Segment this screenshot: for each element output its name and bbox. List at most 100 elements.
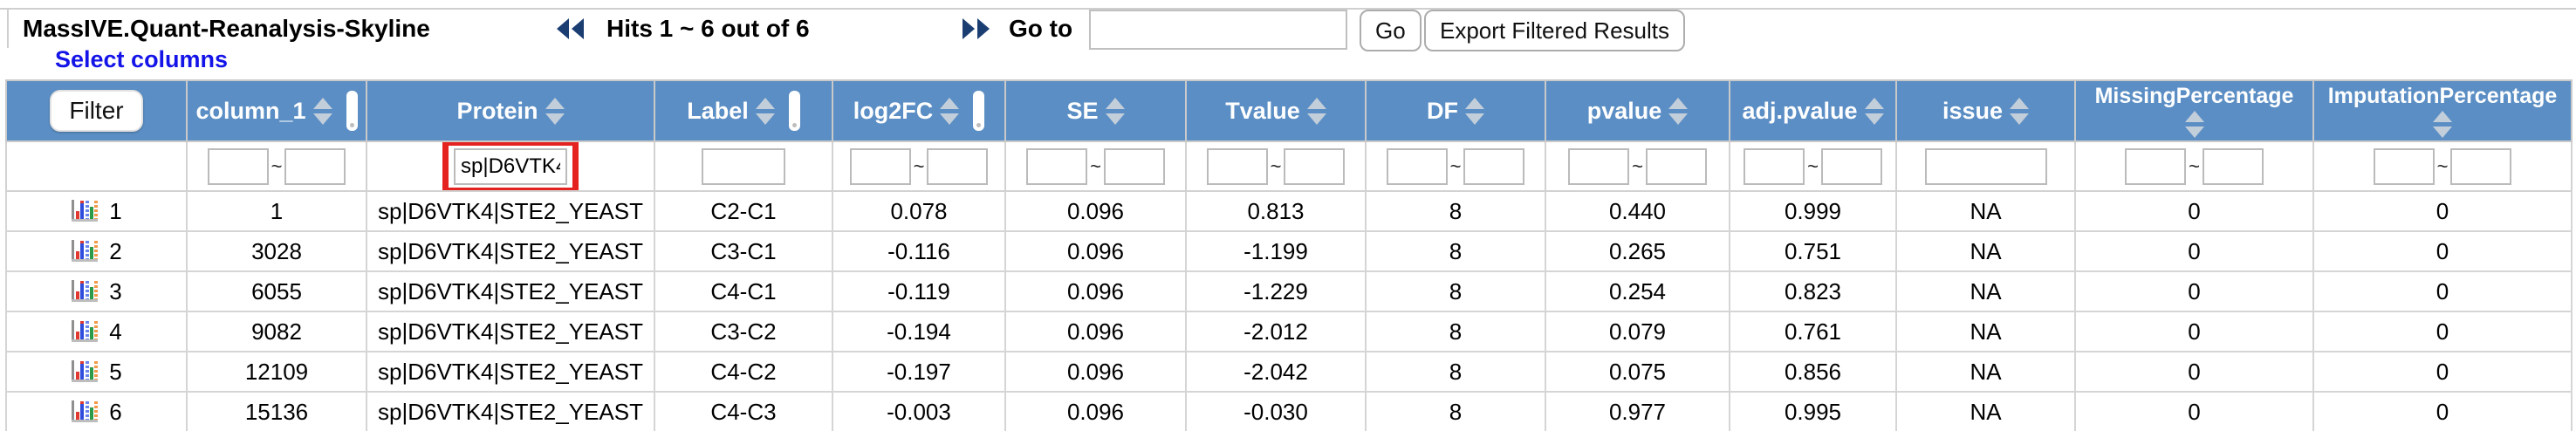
table-row: 6 15136 sp|D6VTK4|STE2_YEAST C4-C3 -0.00… (5, 391, 2573, 431)
cell-imputationpercentage: 0 (2312, 230, 2573, 272)
cell-missingpercentage: 0 (2074, 270, 2314, 312)
filter-min-missingpercentage[interactable] (2125, 147, 2187, 185)
cell-pvalue: 0.079 (1545, 311, 1730, 352)
cell-adj-pvalue: 0.761 (1729, 311, 1897, 352)
page-title: MassIVE.Quant-Reanalysis-Skyline (23, 15, 430, 42)
cell-se: 0.096 (1004, 351, 1187, 393)
header-row: Filter column_1 Protein Label log2FC SE … (5, 79, 2573, 142)
filter-max-log2fc[interactable] (927, 147, 989, 185)
column-resize-handle[interactable] (788, 91, 800, 131)
filter-max-missingpercentage[interactable] (2202, 147, 2264, 185)
cell-log2fc: -0.197 (832, 351, 1006, 393)
filter-min-se[interactable] (1026, 147, 1088, 185)
cell-df: 8 (1365, 230, 1546, 272)
sort-icon[interactable] (1668, 97, 1689, 125)
cell-df: 8 (1365, 190, 1546, 232)
sort-icon[interactable] (1306, 97, 1326, 125)
filter-row: ~ ~ ~ ~ ~ ~ ~ ~ ~ (5, 140, 2573, 192)
cell-issue: NA (1895, 190, 2076, 232)
filter-min-log2fc[interactable] (849, 147, 911, 185)
filter-min-column_1[interactable] (207, 147, 269, 185)
filter-max-tvalue[interactable] (1284, 147, 1346, 185)
cell-column_1: 9082 (186, 311, 367, 352)
spectrum-chart-icon[interactable] (71, 278, 99, 304)
sort-icon[interactable] (755, 97, 775, 125)
sort-icon[interactable] (1105, 97, 1125, 125)
sort-icon[interactable] (1465, 97, 1484, 125)
cell-column_1: 6055 (186, 270, 367, 312)
column-header-log2fc[interactable]: log2FC (853, 97, 934, 124)
filter-max-se[interactable] (1103, 147, 1165, 185)
go-button[interactable]: Go (1360, 10, 1422, 51)
spectrum-chart-icon[interactable] (71, 318, 99, 345)
cell-log2fc: -0.119 (832, 270, 1006, 312)
filter-min-df[interactable] (1386, 147, 1448, 185)
column-header-issue[interactable]: issue (1942, 97, 2004, 124)
cell-tvalue: -1.229 (1185, 270, 1367, 312)
cell-adj-pvalue: 0.823 (1729, 270, 1897, 312)
cell-label: C3-C2 (654, 311, 833, 352)
filter-protein[interactable] (454, 147, 567, 185)
spectrum-chart-icon[interactable] (71, 359, 99, 385)
cell-imputationpercentage: 0 (2312, 351, 2573, 393)
select-columns-link[interactable]: Select columns (55, 46, 229, 72)
filter-max-pvalue[interactable] (1645, 147, 1707, 185)
cell-missingpercentage: 0 (2074, 351, 2314, 393)
cell-column_1: 3028 (186, 230, 367, 272)
cell-issue: NA (1895, 230, 2076, 272)
spectrum-chart-icon[interactable] (71, 198, 99, 224)
table-row: 3 6055 sp|D6VTK4|STE2_YEAST C4-C1 -0.119… (5, 270, 2573, 312)
filter-min-pvalue[interactable] (1568, 147, 1630, 185)
row-number: 6 (109, 398, 122, 425)
column-header-column_1[interactable]: column_1 (195, 97, 306, 124)
filter-min-adj-pvalue[interactable] (1744, 147, 1805, 185)
cell-label: C4-C1 (654, 270, 833, 312)
sort-icon[interactable] (2433, 111, 2452, 138)
column-header-df[interactable]: DF (1427, 97, 1458, 124)
cell-log2fc: -0.116 (832, 230, 1006, 272)
column-resize-handle[interactable] (973, 91, 985, 131)
sort-icon[interactable] (1864, 97, 1884, 125)
filter-min-imputationpercentage[interactable] (2373, 147, 2435, 185)
cell-protein: sp|D6VTK4|STE2_YEAST (366, 230, 655, 272)
filter-min-tvalue[interactable] (1206, 147, 1268, 185)
export-filtered-results-button[interactable]: Export Filtered Results (1424, 10, 1685, 51)
column-header-adj-pvalue[interactable]: adj.pvalue (1742, 97, 1858, 124)
column-header-imputationpercentage[interactable]: ImputationPercentage (2327, 84, 2558, 108)
column-header-se[interactable]: SE (1066, 97, 1099, 124)
filter-max-imputationpercentage[interactable] (2450, 147, 2512, 185)
next-page-icon[interactable] (963, 18, 990, 39)
goto-input[interactable] (1089, 10, 1347, 50)
cell-adj-pvalue: 0.856 (1729, 351, 1897, 393)
filter-issue[interactable] (1924, 147, 2047, 185)
spectrum-chart-icon[interactable] (71, 399, 99, 425)
sort-icon[interactable] (940, 97, 960, 125)
column-header-missingpercentage[interactable]: MissingPercentage (2094, 84, 2294, 108)
column-header-label[interactable]: Label (687, 97, 749, 124)
spectrum-chart-icon[interactable] (71, 238, 99, 264)
column-header-pvalue[interactable]: pvalue (1586, 97, 1662, 124)
sort-icon[interactable] (312, 97, 332, 125)
column-header-tvalue[interactable]: Tvalue (1225, 97, 1300, 124)
sort-icon[interactable] (2184, 111, 2204, 138)
sort-icon[interactable] (545, 97, 565, 125)
cell-log2fc: -0.003 (832, 391, 1006, 431)
cell-tvalue: -2.012 (1185, 311, 1367, 352)
table-row: 5 12109 sp|D6VTK4|STE2_YEAST C4-C2 -0.19… (5, 351, 2573, 393)
previous-page-icon[interactable] (557, 18, 584, 39)
cell-pvalue: 0.075 (1545, 351, 1730, 393)
filter-max-df[interactable] (1463, 147, 1525, 185)
sort-icon[interactable] (2010, 97, 2030, 125)
filter-label[interactable] (702, 147, 785, 185)
cell-se: 0.096 (1004, 230, 1187, 272)
cell-missingpercentage: 0 (2074, 230, 2314, 272)
column-resize-handle[interactable] (346, 91, 358, 131)
row-number: 1 (109, 197, 122, 224)
filter-max-adj-pvalue[interactable] (1820, 147, 1882, 185)
filter-max-column_1[interactable] (284, 147, 346, 185)
cell-se: 0.096 (1004, 190, 1187, 232)
hits-status: Hits 1 ~ 6 out of 6 (606, 15, 810, 42)
row-number: 2 (109, 237, 122, 264)
column-header-protein[interactable]: Protein (456, 97, 538, 124)
filter-button[interactable]: Filter (50, 90, 143, 132)
